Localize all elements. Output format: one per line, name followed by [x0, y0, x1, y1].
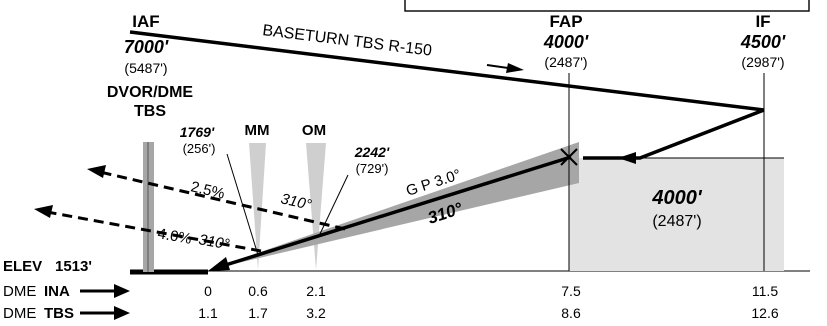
dme-arrow-ina [80, 284, 130, 298]
baseturn-track [129, 30, 765, 160]
dme-ina-value: 2.1 [306, 283, 326, 299]
missed-approach-arrow-upper [87, 165, 106, 178]
missed-approach-arrow-lower [34, 205, 53, 218]
outer-marker-label: OM [302, 122, 326, 139]
fap-cross-mark [560, 148, 578, 166]
obstacle-1-altitude: 1769' [180, 124, 215, 140]
if-label: IF [755, 12, 770, 31]
dme-tbs-value: 12.6 [751, 305, 778, 321]
iaf-altitude: 7000' [124, 37, 169, 57]
dme-row-ina: DME INA 0 0.6 2.1 7.5 11.5 [3, 283, 778, 300]
info-box-frame [404, 0, 810, 12]
obstacle-1-height: (256') [183, 141, 216, 156]
dme-ina-value: 0 [204, 283, 212, 299]
missed-approach-path-upper [99, 170, 346, 231]
if-altitude: 4500' [740, 32, 786, 52]
elevation-value: 1513' [55, 258, 92, 275]
middle-marker-label: MM [245, 122, 270, 139]
dme-tbs-value: 1.1 [198, 305, 218, 321]
navaid-type-label: DVOR/DME [107, 84, 194, 101]
dme-station-tbs: TBS [44, 305, 74, 322]
missed-approach-course-lower: 310° [197, 231, 231, 253]
iaf-height: (5487') [124, 60, 167, 76]
dme-arrow-tbs [80, 306, 130, 320]
obstacle-leader-2 [318, 174, 349, 237]
dme-tbs-value: 1.7 [248, 305, 268, 321]
dme-row-tbs: DME TBS 1.1 1.7 3.2 8.6 12.6 [3, 305, 779, 322]
dme-ina-value: 0.6 [248, 283, 268, 299]
baseturn-label: BASETURN TBS R-150 [262, 22, 433, 60]
obstacle-2-height: (729') [356, 161, 389, 176]
dme-tbs-value: 8.6 [561, 305, 581, 321]
navaid-ident-label: TBS [134, 103, 166, 120]
obstacle-2-altitude: 2242' [354, 144, 390, 160]
elevation-label: ELEV [3, 258, 42, 275]
iaf-label: IAF [132, 12, 159, 31]
baseturn-direction-arrow-head [506, 63, 524, 73]
missed-approach-path-lower [46, 210, 262, 253]
dme-row-label: DME [3, 305, 36, 322]
if-height: (2987') [741, 54, 784, 70]
fap-height: (2487') [544, 54, 587, 70]
intermediate-segment-box [569, 158, 784, 271]
outer-marker-cone [306, 143, 326, 270]
glidepath-arrowhead [208, 257, 230, 271]
missed-approach-gradient-lower: 4.0% [156, 225, 193, 248]
dme-tbs-value: 3.2 [306, 305, 326, 321]
glidepath-line [215, 155, 572, 270]
dme-ina-value: 7.5 [561, 283, 581, 299]
intermediate-height: (2487') [652, 213, 701, 230]
fap-altitude: 4000' [543, 32, 589, 52]
fap-label: FAP [549, 12, 582, 31]
missed-approach-course-upper: 310° [279, 190, 313, 214]
missed-approach-gradient-upper: 2.5% [189, 178, 226, 202]
glidepath-sector [208, 142, 579, 270]
dme-row-label: DME [3, 283, 36, 300]
dme-station-ina: INA [44, 283, 70, 300]
dme-ina-value: 11.5 [752, 283, 778, 299]
inbound-arrow [618, 152, 636, 164]
intermediate-altitude: 4000' [651, 187, 702, 209]
middle-marker-cone [249, 143, 266, 270]
